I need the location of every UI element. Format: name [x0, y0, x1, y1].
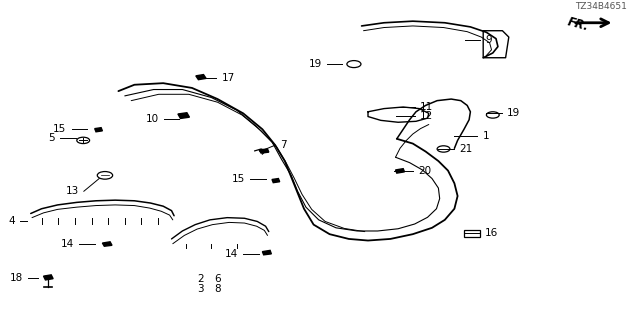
- Polygon shape: [44, 275, 53, 280]
- Polygon shape: [259, 149, 269, 153]
- Text: 17: 17: [221, 73, 235, 83]
- Text: FR.: FR.: [566, 15, 591, 34]
- Text: 10: 10: [145, 114, 159, 124]
- Polygon shape: [95, 128, 102, 132]
- Text: 1: 1: [483, 131, 489, 141]
- Text: 16: 16: [485, 228, 499, 237]
- Text: 15: 15: [53, 124, 67, 134]
- Polygon shape: [272, 179, 280, 183]
- Text: 14: 14: [225, 249, 238, 259]
- Text: 21: 21: [459, 144, 472, 154]
- Text: TZ34B4651: TZ34B4651: [575, 2, 627, 11]
- Text: 5: 5: [49, 133, 55, 143]
- Text: 2: 2: [198, 274, 204, 284]
- Bar: [464, 230, 480, 237]
- Polygon shape: [102, 242, 112, 246]
- Text: 9: 9: [485, 35, 492, 44]
- Polygon shape: [262, 250, 271, 255]
- Text: 11: 11: [420, 102, 433, 112]
- Text: 19: 19: [308, 59, 322, 69]
- Text: 14: 14: [61, 239, 74, 249]
- Text: 8: 8: [214, 284, 221, 294]
- Text: 13: 13: [65, 186, 79, 196]
- Polygon shape: [196, 75, 206, 80]
- Text: 12: 12: [420, 111, 433, 121]
- Text: 20: 20: [418, 166, 431, 176]
- Text: 4: 4: [9, 216, 15, 226]
- Polygon shape: [396, 169, 404, 173]
- Text: 19: 19: [507, 108, 520, 118]
- Text: 15: 15: [232, 174, 245, 185]
- Text: 18: 18: [10, 273, 23, 283]
- Text: 3: 3: [198, 284, 204, 294]
- Text: 7: 7: [280, 140, 287, 150]
- Polygon shape: [178, 113, 189, 118]
- Text: 6: 6: [214, 274, 221, 284]
